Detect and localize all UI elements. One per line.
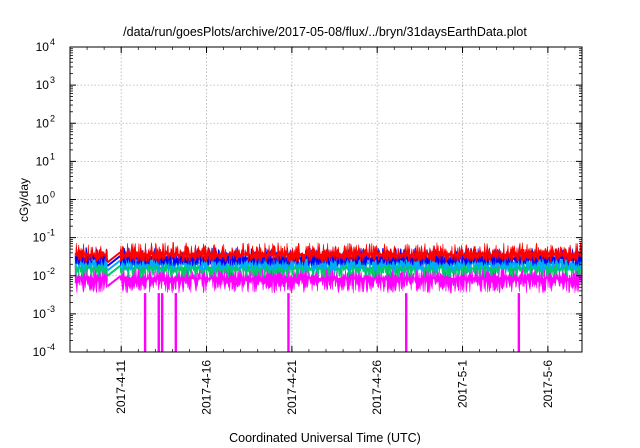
series-gap-line (106, 251, 121, 264)
series-gap-line (106, 255, 121, 267)
series-dropout (287, 293, 290, 352)
chart-title: /data/run/goesPlots/archive/2017-05-08/f… (123, 25, 527, 39)
y-tick-label: 10-1 (33, 228, 55, 245)
x-tick-label: 2017-4-16 (200, 360, 214, 415)
y-tick-label: 100 (36, 190, 55, 207)
y-tick-label: 104 (36, 37, 55, 54)
y-tick-exponent: 2 (50, 113, 55, 123)
x-tick-label: 2017-5-1 (456, 360, 470, 408)
series-dropout (405, 293, 408, 352)
plot-area (69, 46, 583, 353)
series-dropout (160, 293, 164, 352)
x-tick-label: 2017-4-26 (370, 360, 384, 415)
y-axis-label: cGy/day (17, 178, 31, 222)
y-tick-exponent: 4 (50, 37, 55, 47)
x-tick-label: 2017-4-11 (114, 360, 128, 414)
series-dropout (517, 293, 521, 352)
series-dropout (174, 293, 178, 352)
series-gap-line (106, 259, 121, 272)
y-tick-exponent: 1 (50, 151, 55, 161)
series-band (74, 243, 108, 264)
y-tick-label: 10-2 (33, 266, 55, 283)
y-tick-exponent: 3 (50, 75, 55, 85)
series-gap-line (106, 264, 121, 277)
x-tick-label: 2017-5-6 (541, 360, 555, 408)
y-tick-label: 102 (36, 113, 55, 130)
series-dropout (143, 293, 147, 352)
y-tick-exponent: -4 (47, 342, 55, 352)
y-tick-exponent: -2 (47, 266, 55, 276)
y-tick-label: 103 (36, 75, 55, 92)
y-tick-exponent: -1 (47, 228, 55, 238)
x-axis-label: Coordinated Universal Time (UTC) (229, 431, 421, 445)
y-tick-exponent: 0 (50, 190, 55, 200)
y-tick-label: 10-4 (33, 342, 55, 359)
series-fills (74, 241, 582, 352)
y-tick-label: 10-3 (33, 304, 55, 321)
x-axis: 2017-4-11 2017-4-16 2017-4-21 2017-4-26 2017… (69, 47, 583, 415)
series-dropout (157, 293, 160, 352)
y-tick-label: 101 (36, 151, 55, 168)
series-gap-line (106, 275, 121, 287)
y-tick-exponent: -3 (47, 304, 55, 314)
x-tick-label: 2017-4-21 (285, 360, 299, 415)
